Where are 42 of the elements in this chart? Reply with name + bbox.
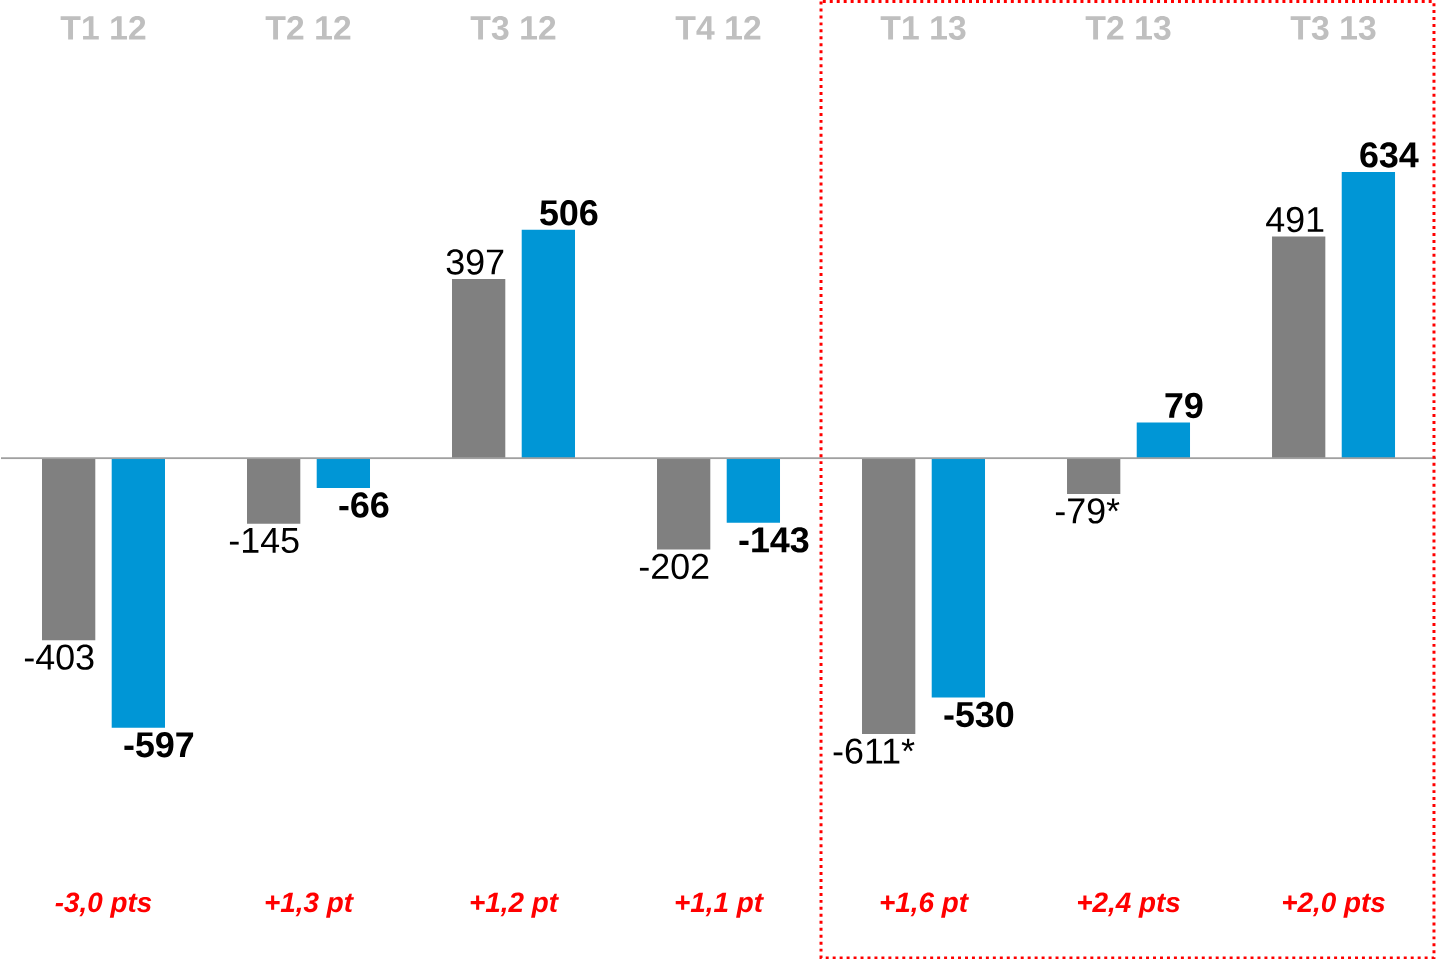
text: -3,0 pts bbox=[55, 892, 152, 918]
x-tick-label: T2 12 bbox=[265, 15, 351, 40]
bar bbox=[1341, 171, 1396, 459]
bar bbox=[1136, 422, 1191, 459]
data-label: -202 bbox=[639, 553, 709, 579]
bar bbox=[1272, 236, 1326, 459]
bar bbox=[1067, 458, 1121, 494]
x-tick-label: T3 13 bbox=[1290, 15, 1376, 40]
bar bbox=[247, 458, 301, 524]
bar bbox=[862, 458, 916, 734]
bar bbox=[452, 278, 506, 459]
data-label: -530 bbox=[944, 701, 1014, 728]
text: +1,3 pt bbox=[265, 892, 354, 918]
text: +1,1 pt bbox=[675, 892, 764, 918]
bar bbox=[521, 229, 576, 459]
bar bbox=[726, 458, 781, 523]
text: +2,0 pts bbox=[1282, 892, 1385, 918]
bar bbox=[111, 458, 165, 728]
data-label: -611* bbox=[833, 738, 915, 764]
bar bbox=[42, 458, 96, 640]
x-tick-label: T4 12 bbox=[675, 15, 761, 40]
data-label: -597 bbox=[124, 731, 194, 758]
data-label: -66 bbox=[339, 492, 389, 518]
data-label: -145 bbox=[229, 527, 299, 553]
x-tick-label: T1 12 bbox=[60, 15, 146, 40]
bar bbox=[931, 458, 986, 698]
data-label: -403 bbox=[24, 644, 94, 670]
bar bbox=[657, 458, 711, 550]
data-label: 79 bbox=[1165, 392, 1203, 418]
bar bbox=[316, 458, 371, 488]
text: +2,4 pts bbox=[1077, 892, 1180, 918]
data-label: 397 bbox=[446, 249, 504, 275]
text: +1,6 pt bbox=[880, 892, 969, 918]
data-label: 491 bbox=[1266, 206, 1324, 233]
data-label: 506 bbox=[540, 199, 598, 226]
data-label: 634 bbox=[1360, 142, 1419, 168]
x-tick-label: T3 12 bbox=[470, 15, 556, 40]
data-label: -79* bbox=[1055, 498, 1120, 524]
x-tick-label: T2 13 bbox=[1085, 15, 1171, 40]
text: +1,2 pt bbox=[470, 892, 559, 918]
data-label: -143 bbox=[739, 526, 809, 553]
x-tick-label: T1 13 bbox=[880, 15, 966, 40]
